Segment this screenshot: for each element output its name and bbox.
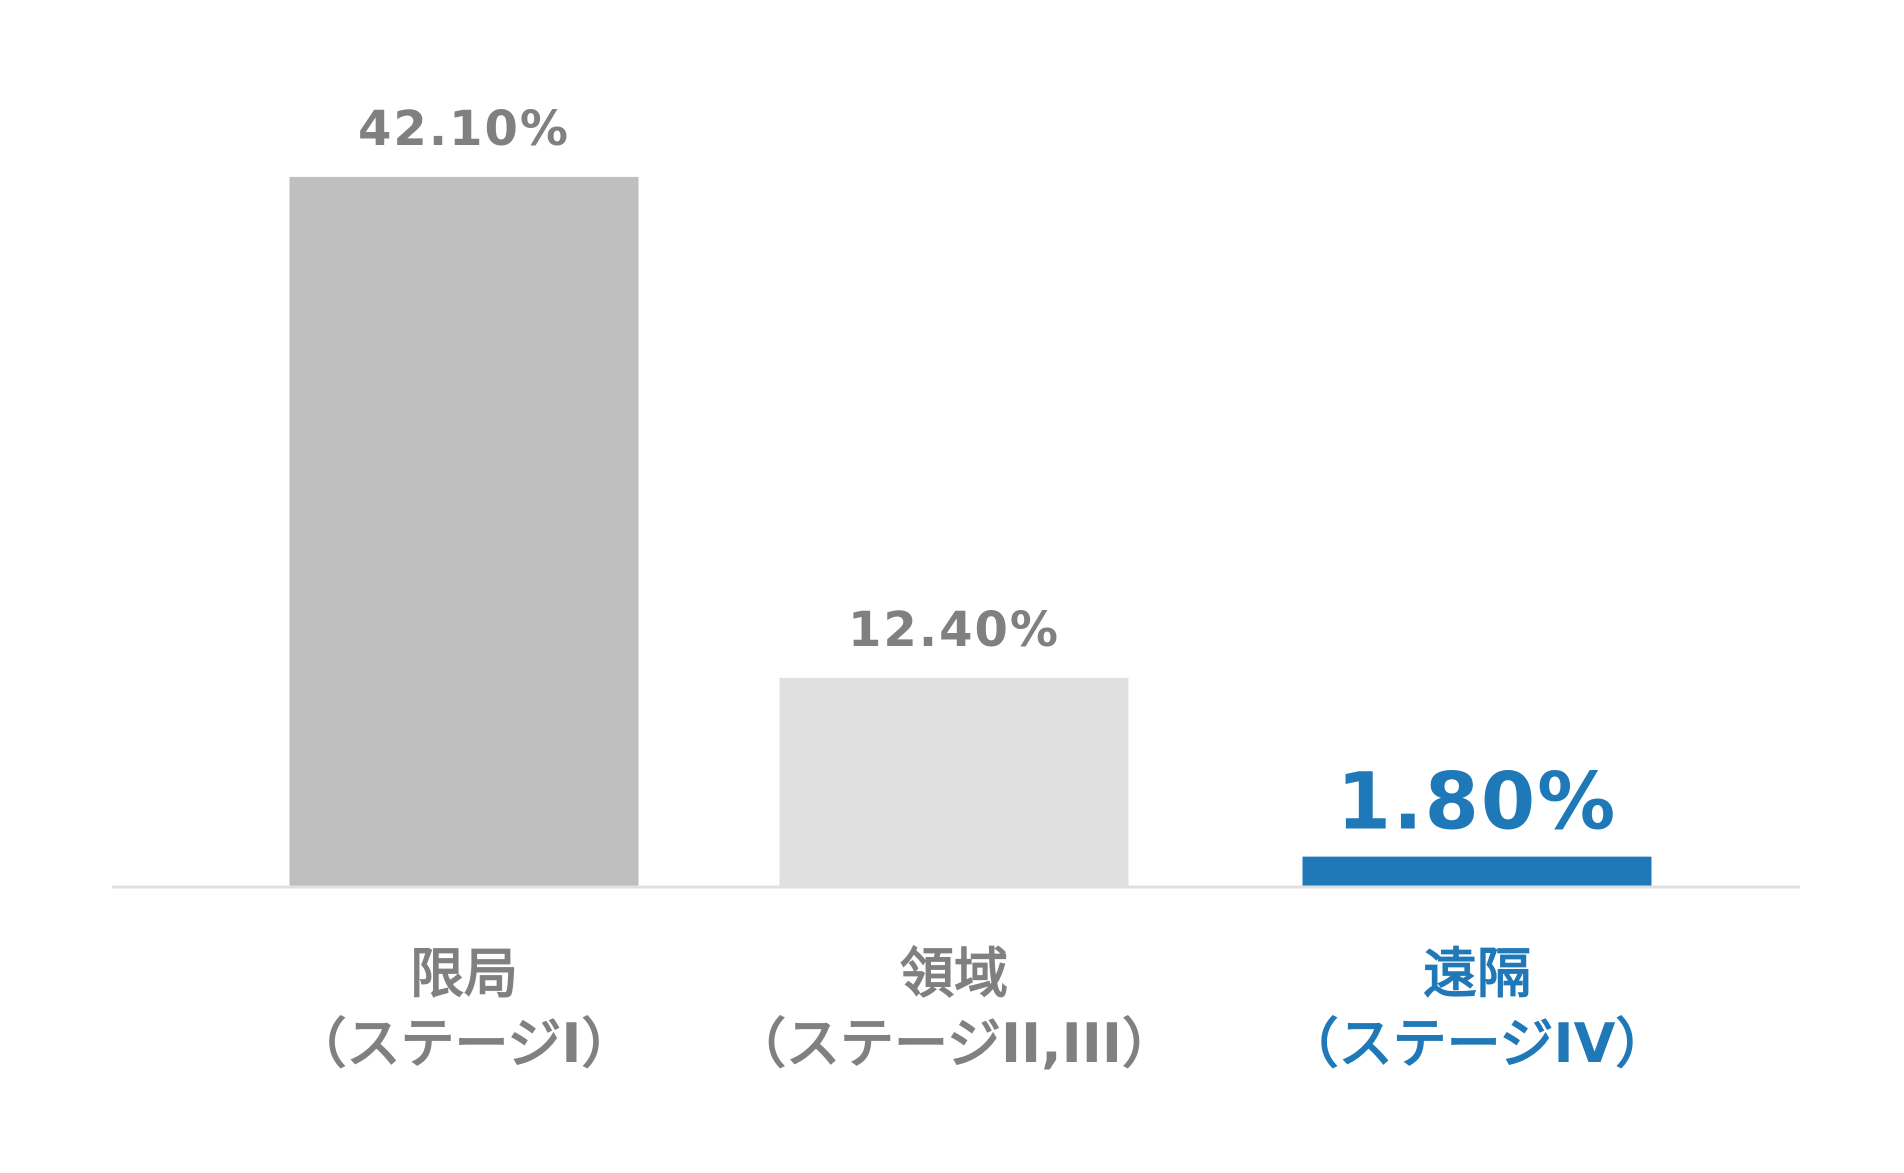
value-label: 12.40% [848,602,1060,658]
category-label: 領域 [900,942,1008,1005]
bar [1302,856,1652,887]
category-label: （ステージI） [292,1012,635,1075]
value-label: 1.80% [1337,758,1618,848]
value-label: 42.10% [358,101,570,157]
bar [289,176,639,887]
bar [779,677,1129,887]
category-label: 遠隔 [1423,942,1531,1005]
category-label: （ステージIV） [1285,1012,1670,1075]
category-label: （ステージII,III） [732,1012,1176,1075]
category-label: 限局 [410,942,518,1005]
